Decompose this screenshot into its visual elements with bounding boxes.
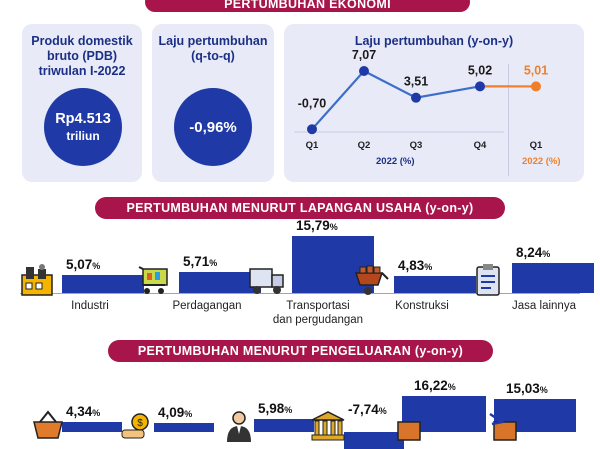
sector-value-label: 4,83% (398, 258, 432, 273)
spending-value: 4,09 (158, 405, 184, 420)
pdb-title: Produk domestik bruto (PDB) triwulan I-2… (22, 34, 142, 79)
yoy-point-label: -0,70 (298, 96, 327, 110)
sector-name-line1: Industri (30, 299, 150, 313)
sectors-banner: PERTUMBUHAN MENURUT LAPANGAN USAHA (y-on… (95, 197, 505, 219)
spending-title: PERTUMBUHAN MENURUT PENGELUARAN (y-on-y) (138, 344, 463, 358)
sector-value-label: 15,79% (296, 218, 338, 233)
truck-icon (248, 263, 286, 302)
sector-bar (512, 263, 594, 293)
percent-sign: % (284, 405, 292, 415)
spending-bar (154, 423, 214, 432)
pdb-panel: Produk domestik bruto (PDB) triwulan I-2… (22, 24, 142, 182)
sector-name-line2: dan pergudangan (258, 313, 378, 327)
sector-value: 4,83 (398, 258, 424, 273)
yoy-quarter-label: Q4 (474, 140, 487, 151)
sector-value-label: 5,71% (183, 254, 217, 269)
yoy-year-prev: 2022 (%) (376, 156, 415, 167)
spending-value: 5,98 (258, 401, 284, 416)
spending-value: 4,34 (66, 404, 92, 419)
percent-sign: % (330, 222, 338, 232)
qtoq-title-line1: Laju pertumbuhan (152, 34, 274, 49)
yoy-point-label: 5,01 (524, 63, 548, 77)
yoy-year-curr: 2022 (%) (522, 156, 561, 167)
percent-sign: % (448, 382, 456, 392)
pdb-value-circle: Rp4.513 triliun (44, 88, 122, 166)
spending-value-label: 4,09% (158, 405, 192, 420)
percent-sign: % (184, 409, 192, 419)
pdb-title-line1: Produk domestik (22, 34, 142, 49)
spending-value: 16,22 (414, 378, 448, 393)
shopping-cart-icon (137, 263, 173, 302)
sectors-title: PERTUMBUHAN MENURUT LAPANGAN USAHA (y-on… (127, 201, 474, 215)
percent-sign: % (92, 261, 100, 271)
yoy-series-line (312, 71, 480, 129)
qtoq-value: -0,96% (189, 119, 237, 136)
spending-bar (254, 419, 314, 432)
official-person-icon (222, 410, 256, 447)
spending-value-label: 16,22% (414, 378, 456, 393)
spending-value: -7,74 (348, 402, 379, 417)
yoy-point-label: 7,07 (352, 48, 376, 62)
coin-hand-icon: $ (120, 410, 156, 445)
yoy-point (531, 81, 541, 91)
percent-sign: % (379, 406, 387, 416)
sector-value: 5,07 (66, 257, 92, 272)
yoy-point (411, 93, 421, 103)
percent-sign: % (542, 249, 550, 259)
svg-text:$: $ (137, 418, 143, 429)
sector-value-label: 5,07% (66, 257, 100, 272)
pdb-title-line3: triwulan I-2022 (22, 64, 142, 79)
sector-value-label: 8,24% (516, 245, 550, 260)
yoy-quarter-label: Q3 (410, 140, 423, 151)
percent-sign: % (424, 262, 432, 272)
yoy-point-label: 3,51 (404, 75, 428, 89)
spending-value-label: 5,98% (258, 401, 292, 416)
import-box-icon (486, 410, 522, 447)
wheelbarrow-icon (352, 263, 390, 302)
pdb-title-line2: bruto (PDB) (22, 49, 142, 64)
shopping-basket-icon (30, 410, 66, 445)
sector-name: Konstruksi (362, 299, 482, 313)
yoy-point (475, 81, 485, 91)
yoy-quarter-label: Q2 (358, 140, 371, 151)
spending-value-label: 4,34% (66, 404, 100, 419)
sector-value: 15,79 (296, 218, 330, 233)
yoy-quarter-label: Q1 (306, 140, 319, 151)
clipboard-icon (474, 263, 504, 302)
qtoq-title: Laju pertumbuhan (q-to-q) (152, 34, 274, 64)
yoy-point (307, 124, 317, 134)
header-title: PERTUMBUHAN EKONOMI (224, 0, 391, 11)
header-banner: PERTUMBUHAN EKONOMI (145, 0, 470, 12)
qtoq-title-line2: (q-to-q) (152, 49, 274, 64)
sector-value: 8,24 (516, 245, 542, 260)
percent-sign: % (92, 408, 100, 418)
spending-value-label: -7,74% (348, 402, 387, 417)
yoy-quarter-label: Q1 (530, 140, 543, 151)
sector-name-line1: Konstruksi (362, 299, 482, 313)
sector-name: Jasa lainnya (484, 299, 600, 313)
spending-bar (62, 422, 122, 432)
qtoq-value-circle: -0,96% (174, 88, 252, 166)
qtoq-panel: Laju pertumbuhan (q-to-q) -0,96% (152, 24, 274, 182)
sector-value: 5,71 (183, 254, 209, 269)
yoy-point (359, 66, 369, 76)
spending-value: 15,03 (506, 381, 540, 396)
pdb-value: Rp4.513 (55, 111, 111, 127)
spending-banner: PERTUMBUHAN MENURUT PENGELUARAN (y-on-y) (108, 340, 493, 362)
yoy-point-label: 5,02 (468, 63, 492, 77)
percent-sign: % (540, 385, 548, 395)
sector-name-line1: Jasa lainnya (484, 299, 600, 313)
percent-sign: % (209, 258, 217, 268)
factory-icon (20, 263, 56, 302)
sector-name: Industri (30, 299, 150, 313)
spending-value-label: 15,03% (506, 381, 548, 396)
pdb-unit: triliun (66, 129, 99, 143)
bank-building-icon (310, 410, 346, 447)
export-box-icon (394, 410, 430, 447)
sector-bar (394, 276, 476, 293)
sector-bar (62, 275, 144, 293)
